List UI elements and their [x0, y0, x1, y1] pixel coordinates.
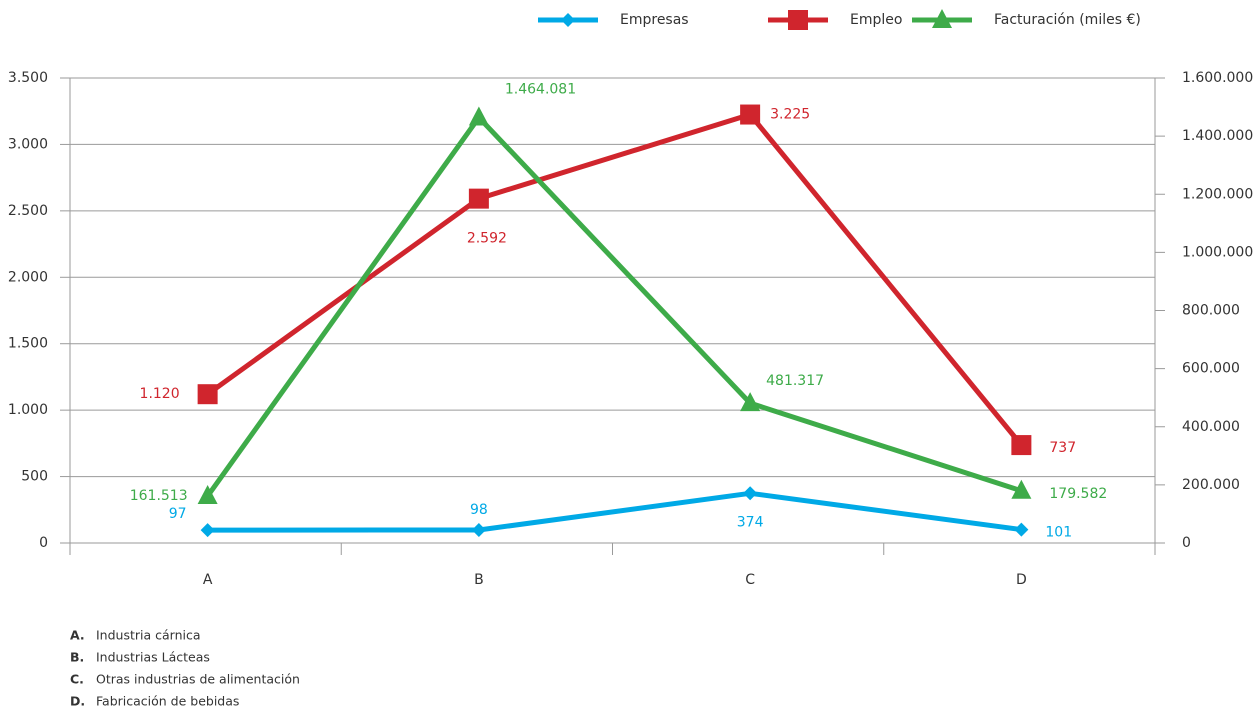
marker: [197, 485, 218, 505]
note-letter: A.: [70, 628, 85, 643]
marker: [1011, 435, 1032, 456]
x-tick-label: D: [1016, 572, 1027, 588]
data-label: 97: [169, 506, 187, 522]
data-label: 1.120: [140, 386, 180, 402]
series-line: [206, 112, 1024, 447]
x-tick-label: B: [474, 572, 484, 588]
y2-tick-label: 400.000: [1182, 419, 1240, 435]
marker: [740, 392, 761, 412]
note-letter: B.: [70, 650, 84, 665]
y-tick-label: 2.500: [8, 203, 48, 219]
data-label: 737: [1049, 440, 1076, 456]
x-tick-label: C: [745, 572, 755, 588]
y2-tick-label: 200.000: [1182, 477, 1240, 493]
marker: [740, 104, 761, 125]
y2-tick-label: 0: [1182, 535, 1191, 551]
legend-label: Empleo: [850, 12, 902, 28]
series-line: [207, 490, 1022, 533]
data-label: 179.582: [1049, 486, 1107, 502]
note-letter: D.: [70, 694, 85, 709]
legend-label: Empresas: [620, 12, 689, 28]
y2-tick-label: 800.000: [1182, 303, 1240, 319]
marker: [561, 13, 575, 27]
series-line: [205, 115, 1023, 498]
marker: [1014, 522, 1029, 537]
x-tick-label: A: [203, 572, 213, 588]
y-tick-label: 0: [39, 535, 48, 551]
note-text: Fabricación de bebidas: [96, 694, 239, 709]
data-label: 101: [1045, 525, 1072, 541]
data-label: 374: [737, 514, 764, 530]
data-label: 98: [470, 502, 488, 518]
data-label: 1.464.081: [505, 82, 576, 98]
y-tick-label: 500: [21, 469, 48, 485]
legend-label: Facturación (miles €): [994, 12, 1141, 28]
marker: [471, 522, 486, 537]
data-label: 161.513: [130, 488, 188, 504]
y-tick-label: 1.500: [8, 336, 48, 352]
y-tick-label: 3.000: [8, 136, 48, 152]
y2-tick-label: 1.200.000: [1182, 186, 1253, 202]
y2-tick-label: 1.600.000: [1182, 70, 1253, 86]
note-text: Industrias Lácteas: [96, 650, 210, 665]
y2-tick-label: 1.000.000: [1182, 244, 1253, 260]
y2-tick-label: 1.400.000: [1182, 128, 1253, 144]
marker: [200, 523, 215, 538]
marker: [1011, 479, 1032, 499]
marker: [932, 9, 952, 28]
data-label: 481.317: [766, 373, 824, 389]
y-tick-label: 3.500: [8, 70, 48, 86]
note-text: Industria cárnica: [96, 628, 201, 643]
y-tick-label: 1.000: [8, 402, 48, 418]
marker: [468, 106, 489, 126]
y-tick-label: 2.000: [8, 269, 48, 285]
marker: [788, 10, 808, 30]
data-label: 3.225: [770, 107, 810, 123]
marker: [468, 188, 489, 209]
note-text: Otras industrias de alimentación: [96, 672, 300, 687]
data-label: 2.592: [467, 231, 507, 247]
marker: [743, 486, 758, 501]
marker: [197, 384, 218, 405]
note-letter: C.: [70, 672, 84, 687]
y2-tick-label: 600.000: [1182, 361, 1240, 377]
